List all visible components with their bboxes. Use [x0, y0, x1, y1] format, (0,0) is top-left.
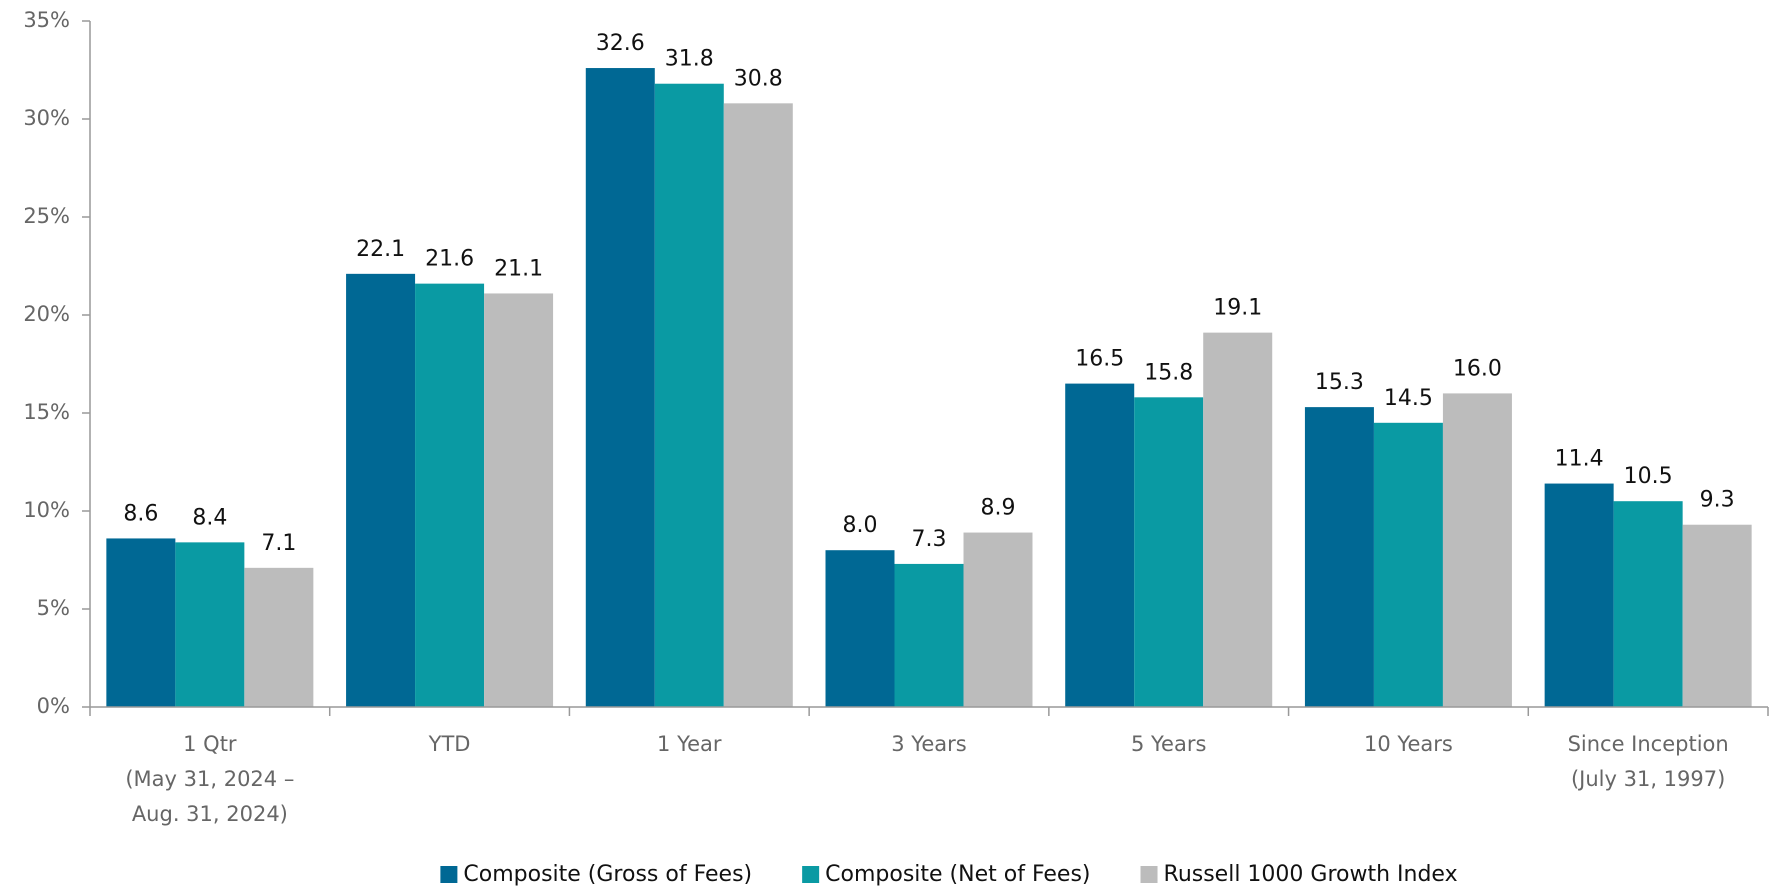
bar [415, 283, 485, 707]
x-tick-label: (May 31, 2024 – [125, 767, 294, 791]
x-tick-label: 1 Qtr [183, 732, 237, 756]
legend-swatch [1140, 866, 1158, 883]
value-label: 8.4 [192, 505, 227, 530]
value-label: 7.3 [912, 527, 947, 552]
value-label: 16.0 [1453, 356, 1502, 381]
legend-swatch [440, 866, 458, 883]
x-tick-label: Since Inception [1568, 732, 1729, 756]
bar [244, 567, 314, 707]
value-label: 21.6 [425, 247, 474, 272]
value-label: 21.1 [494, 256, 543, 281]
bar [1134, 397, 1204, 707]
bar [106, 538, 176, 707]
value-label: 14.5 [1384, 386, 1433, 411]
y-tick-label: 10% [23, 498, 70, 522]
value-label: 8.6 [123, 501, 158, 526]
value-label: 22.1 [356, 237, 405, 262]
x-tick-label: YTD [428, 732, 471, 756]
value-label: 32.6 [596, 31, 645, 56]
bar [1065, 383, 1135, 707]
value-label: 11.4 [1555, 447, 1604, 472]
x-tick-label: 1 Year [657, 732, 722, 756]
legend-swatch [802, 866, 820, 883]
y-tick-label: 0% [37, 694, 70, 718]
y-tick-label: 20% [23, 302, 70, 326]
value-label: 9.3 [1700, 488, 1735, 513]
y-tick-label: 5% [37, 596, 70, 620]
bar [723, 103, 793, 707]
bar [1203, 332, 1273, 707]
x-tick-label: 10 Years [1364, 732, 1453, 756]
value-label: 8.9 [981, 496, 1016, 521]
bar [484, 293, 554, 707]
bar [175, 542, 245, 707]
bar [1682, 524, 1752, 707]
legend-label: Composite (Net of Fees) [825, 862, 1090, 887]
x-tick-label: Aug. 31, 2024) [132, 802, 288, 826]
bar [1373, 422, 1443, 707]
bar [1304, 407, 1374, 707]
legend-label: Russell 1000 Growth Index [1164, 862, 1458, 887]
value-label: 30.8 [734, 66, 783, 91]
value-label: 7.1 [261, 531, 296, 556]
bar [894, 563, 964, 707]
bar [1613, 501, 1683, 707]
value-label: 19.1 [1213, 296, 1262, 321]
bar [1442, 393, 1512, 707]
value-label: 15.8 [1144, 360, 1193, 385]
bar [585, 68, 655, 708]
y-tick-label: 25% [23, 204, 70, 228]
bar [963, 532, 1033, 707]
value-label: 16.5 [1075, 347, 1124, 372]
x-tick-label: 3 Years [891, 732, 966, 756]
y-tick-label: 30% [23, 106, 70, 130]
x-tick-label: (July 31, 1997) [1571, 767, 1725, 791]
value-label: 15.3 [1315, 370, 1364, 395]
bar [346, 273, 416, 707]
bar [654, 83, 724, 708]
y-tick-label: 35% [23, 8, 70, 32]
y-tick-label: 15% [23, 400, 70, 424]
value-label: 31.8 [665, 47, 714, 72]
bar [825, 550, 895, 707]
x-tick-label: 5 Years [1131, 732, 1206, 756]
value-label: 10.5 [1624, 464, 1673, 489]
value-label: 8.0 [843, 513, 878, 538]
legend-label: Composite (Gross of Fees) [463, 862, 752, 887]
bar [1544, 483, 1614, 707]
